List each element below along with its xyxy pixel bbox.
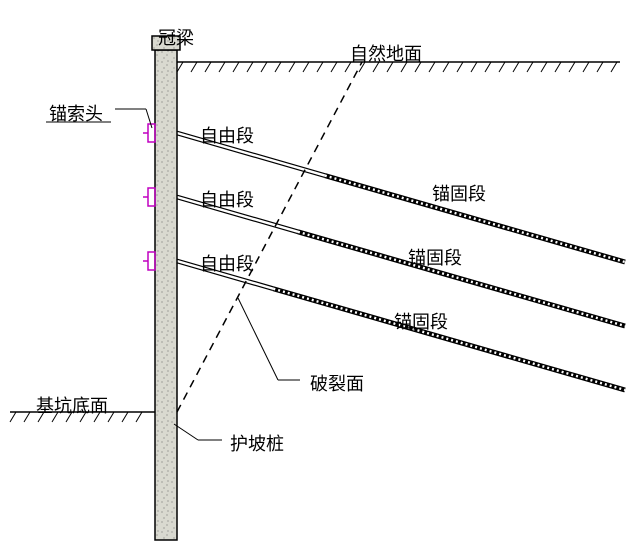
ground-hatch [275, 62, 281, 72]
ground-hatch [429, 62, 435, 72]
ground-hatch [541, 62, 547, 72]
label-free-1: 自由段 [200, 186, 254, 212]
label-cap: 冠梁 [158, 24, 194, 50]
ground-hatch [317, 62, 323, 72]
ground-hatch [555, 62, 561, 72]
anchor-head-2 [148, 252, 155, 270]
label-ground-l: 基坑底面 [36, 392, 108, 418]
ground-hatch [219, 62, 225, 72]
ground-hatch [24, 412, 30, 422]
ground-hatch [597, 62, 603, 72]
ground-hatch [261, 62, 267, 72]
ground-hatch [108, 412, 114, 422]
ground-hatch [569, 62, 575, 72]
label-anchor-head: 锚索头 [49, 100, 103, 126]
ground-hatch [177, 62, 183, 72]
ground-hatch [527, 62, 533, 72]
failure-surface [177, 62, 362, 412]
ground-hatch [10, 412, 16, 422]
leader-failure [238, 298, 278, 380]
label-ground-r: 自然地面 [350, 40, 422, 66]
ground-hatch [122, 412, 128, 422]
ground-hatch [485, 62, 491, 72]
ground-hatch [136, 412, 142, 422]
ground-hatch [611, 62, 617, 72]
leader-anchor-head [146, 109, 152, 128]
ground-hatch [457, 62, 463, 72]
ground-hatch [191, 62, 197, 72]
pile [155, 50, 177, 540]
ground-hatch [303, 62, 309, 72]
label-failure: 破裂面 [310, 370, 364, 396]
label-bond-1: 锚固段 [408, 244, 462, 270]
ground-hatch [443, 62, 449, 72]
ground-hatch [499, 62, 505, 72]
label-bond-0: 锚固段 [432, 180, 486, 206]
ground-hatch [513, 62, 519, 72]
ground-hatch [471, 62, 477, 72]
ground-hatch [289, 62, 295, 72]
label-bond-2: 锚固段 [394, 308, 448, 334]
label-pile: 护坡桩 [230, 430, 284, 456]
ground-hatch [583, 62, 589, 72]
anchor-head-1 [148, 188, 155, 206]
label-free-0: 自由段 [200, 122, 254, 148]
ground-hatch [247, 62, 253, 72]
ground-hatch [205, 62, 211, 72]
ground-hatch [233, 62, 239, 72]
label-free-2: 自由段 [200, 250, 254, 276]
ground-hatch [331, 62, 337, 72]
